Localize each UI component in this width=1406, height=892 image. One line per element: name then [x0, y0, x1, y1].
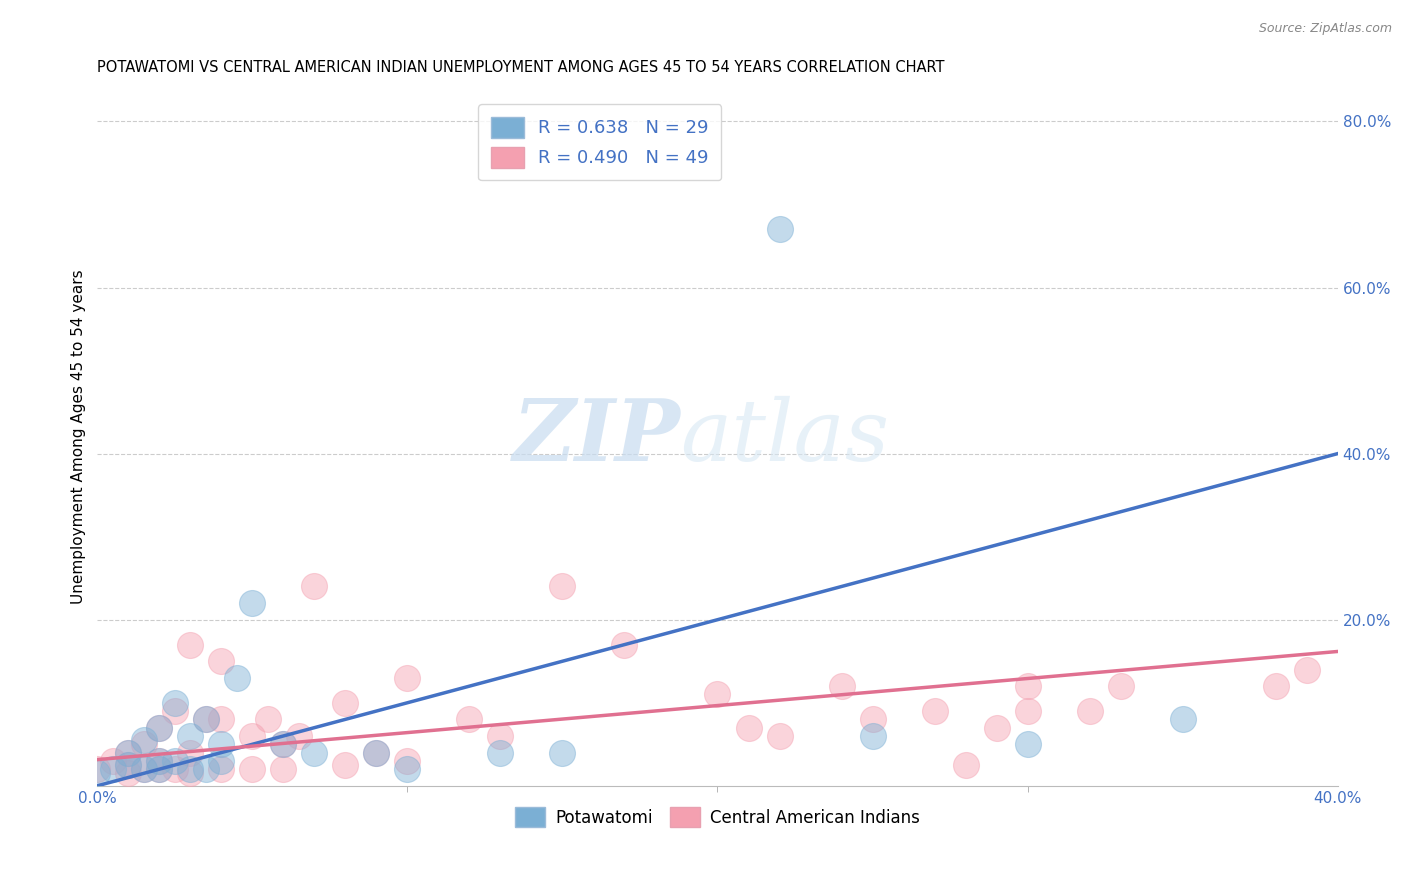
Point	[86, 766, 108, 780]
Point	[148, 754, 170, 768]
Point	[273, 762, 295, 776]
Point	[117, 746, 139, 760]
Point	[179, 762, 201, 776]
Point	[1017, 737, 1039, 751]
Point	[117, 758, 139, 772]
Point	[737, 721, 759, 735]
Point	[209, 754, 232, 768]
Text: atlas: atlas	[681, 396, 890, 478]
Point	[924, 704, 946, 718]
Point	[862, 729, 884, 743]
Point	[613, 638, 636, 652]
Point	[225, 671, 247, 685]
Text: POTAWATOMI VS CENTRAL AMERICAN INDIAN UNEMPLOYMENT AMONG AGES 45 TO 54 YEARS COR: POTAWATOMI VS CENTRAL AMERICAN INDIAN UN…	[97, 60, 945, 75]
Point	[179, 729, 201, 743]
Point	[148, 754, 170, 768]
Point	[273, 737, 295, 751]
Point	[1171, 712, 1194, 726]
Point	[179, 746, 201, 760]
Point	[396, 762, 419, 776]
Point	[101, 754, 124, 768]
Point	[209, 712, 232, 726]
Text: Source: ZipAtlas.com: Source: ZipAtlas.com	[1258, 22, 1392, 36]
Point	[117, 746, 139, 760]
Point	[242, 762, 264, 776]
Y-axis label: Unemployment Among Ages 45 to 54 years: Unemployment Among Ages 45 to 54 years	[72, 269, 86, 605]
Point	[304, 580, 326, 594]
Point	[86, 762, 108, 776]
Point	[101, 762, 124, 776]
Point	[132, 762, 155, 776]
Point	[194, 762, 217, 776]
Point	[132, 762, 155, 776]
Text: ZIP: ZIP	[512, 395, 681, 479]
Point	[288, 729, 311, 743]
Point	[242, 729, 264, 743]
Point	[148, 762, 170, 776]
Point	[163, 762, 186, 776]
Point	[163, 754, 186, 768]
Point	[396, 754, 419, 768]
Point	[396, 671, 419, 685]
Point	[179, 766, 201, 780]
Point	[132, 733, 155, 747]
Point	[117, 766, 139, 780]
Point	[706, 688, 728, 702]
Point	[551, 580, 574, 594]
Point	[768, 729, 790, 743]
Point	[335, 758, 357, 772]
Point	[489, 729, 512, 743]
Point	[831, 679, 853, 693]
Point	[366, 746, 388, 760]
Point	[1295, 663, 1317, 677]
Point	[148, 762, 170, 776]
Point	[1078, 704, 1101, 718]
Point	[862, 712, 884, 726]
Point	[179, 638, 201, 652]
Point	[366, 746, 388, 760]
Point	[163, 704, 186, 718]
Point	[458, 712, 481, 726]
Point	[955, 758, 977, 772]
Point	[163, 696, 186, 710]
Point	[257, 712, 280, 726]
Point	[489, 746, 512, 760]
Legend: Potawatomi, Central American Indians: Potawatomi, Central American Indians	[509, 801, 927, 833]
Point	[273, 737, 295, 751]
Point	[242, 596, 264, 610]
Point	[335, 696, 357, 710]
Point	[148, 721, 170, 735]
Point	[209, 654, 232, 668]
Point	[132, 737, 155, 751]
Point	[304, 746, 326, 760]
Point	[209, 737, 232, 751]
Point	[551, 746, 574, 760]
Point	[117, 758, 139, 772]
Point	[1017, 679, 1039, 693]
Point	[148, 721, 170, 735]
Point	[209, 762, 232, 776]
Point	[986, 721, 1008, 735]
Point	[768, 222, 790, 236]
Point	[1017, 704, 1039, 718]
Point	[1109, 679, 1132, 693]
Point	[1264, 679, 1286, 693]
Point	[194, 712, 217, 726]
Point	[194, 712, 217, 726]
